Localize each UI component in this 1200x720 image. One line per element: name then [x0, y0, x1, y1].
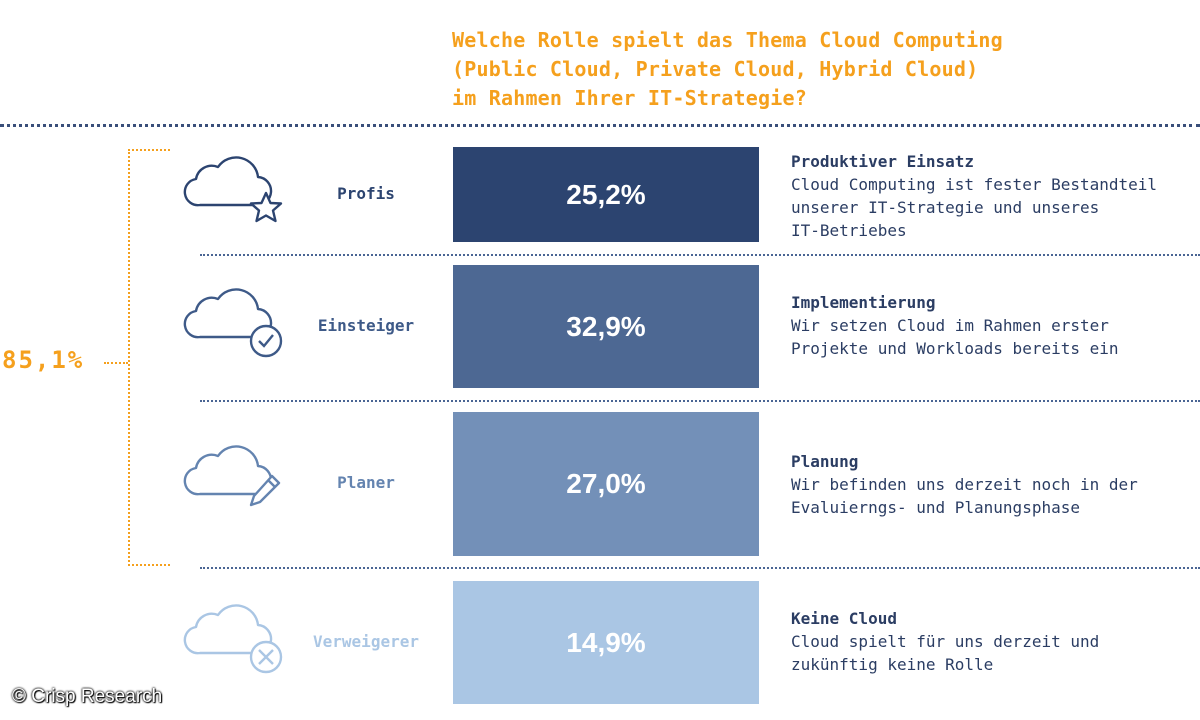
description-line: unserer IT-Strategie und unseres	[791, 198, 1100, 217]
row-separator	[200, 567, 1200, 569]
description-line: Cloud Computing ist fester Bestandteil	[791, 175, 1158, 194]
description-line: Projekte und Workloads bereits ein	[791, 339, 1119, 358]
category-label-planer: Planer	[337, 473, 395, 492]
data-label-einsteiger: 32,9%	[566, 310, 646, 342]
description-einsteiger: Implementierung Wir setzen Cloud im Rahme…	[791, 291, 1200, 360]
total-bracket	[128, 149, 170, 566]
description-heading: Produktiver Einsatz	[791, 152, 975, 171]
title-line-1: Welche Rolle spielt das Thema Cloud Comp…	[452, 28, 1003, 52]
title-line-2: (Public Cloud, Private Cloud, Hybrid Clo…	[452, 57, 979, 81]
bar-verweigerer: 14,9%	[453, 581, 759, 704]
cloud-check-icon	[183, 287, 283, 357]
description-profis: Produktiver Einsatz Cloud Computing ist f…	[791, 150, 1200, 242]
description-line: IT-Betriebes	[791, 221, 907, 240]
description-heading: Planung	[791, 452, 859, 471]
description-line: Wir setzen Cloud im Rahmen erster	[791, 316, 1109, 335]
data-label-verweigerer: 14,9%	[566, 626, 646, 658]
bar-profis: 25,2%	[453, 147, 759, 242]
cloud-pencil-icon	[183, 445, 281, 507]
description-line: Cloud spielt für uns derzeit und	[791, 632, 1100, 651]
category-label-einsteiger: Einsteiger	[317, 315, 415, 335]
chart-title: Welche Rolle spielt das Thema Cloud Comp…	[452, 26, 1192, 113]
description-heading: Implementierung	[791, 293, 936, 312]
category-label-profis: Profis	[337, 183, 395, 203]
cloud-star-icon	[183, 155, 283, 222]
description-line: Evaluierngs- und Planungsphase	[791, 498, 1080, 517]
bar-planer: 27,0%	[453, 412, 759, 556]
category-label-verweigerer: Verweigerer	[313, 631, 419, 651]
data-label-profis: 25,2%	[566, 178, 646, 210]
description-verweigerer: Keine Cloud Cloud spielt für uns derzeit …	[791, 607, 1200, 676]
description-planer: Planung Wir befinden uns derzeit noch in …	[791, 450, 1200, 519]
bracket-total-label: 85,1%	[2, 346, 85, 374]
bar-einsteiger: 32,9%	[453, 265, 759, 388]
total-bracket-tick	[104, 362, 128, 364]
description-heading: Keine Cloud	[791, 609, 897, 628]
row-separator	[200, 400, 1200, 402]
title-separator	[0, 124, 1200, 127]
row-separator	[200, 254, 1200, 256]
description-line: zukünftig keine Rolle	[791, 655, 994, 674]
data-label-planer: 27,0%	[566, 468, 646, 499]
credit: © Crisp Research	[12, 686, 163, 707]
description-line: Wir befinden uns derzeit noch in der	[791, 475, 1138, 494]
title-line-3: im Rahmen Ihrer IT-Strategie?	[452, 86, 807, 110]
cloud-x-icon	[183, 603, 283, 673]
